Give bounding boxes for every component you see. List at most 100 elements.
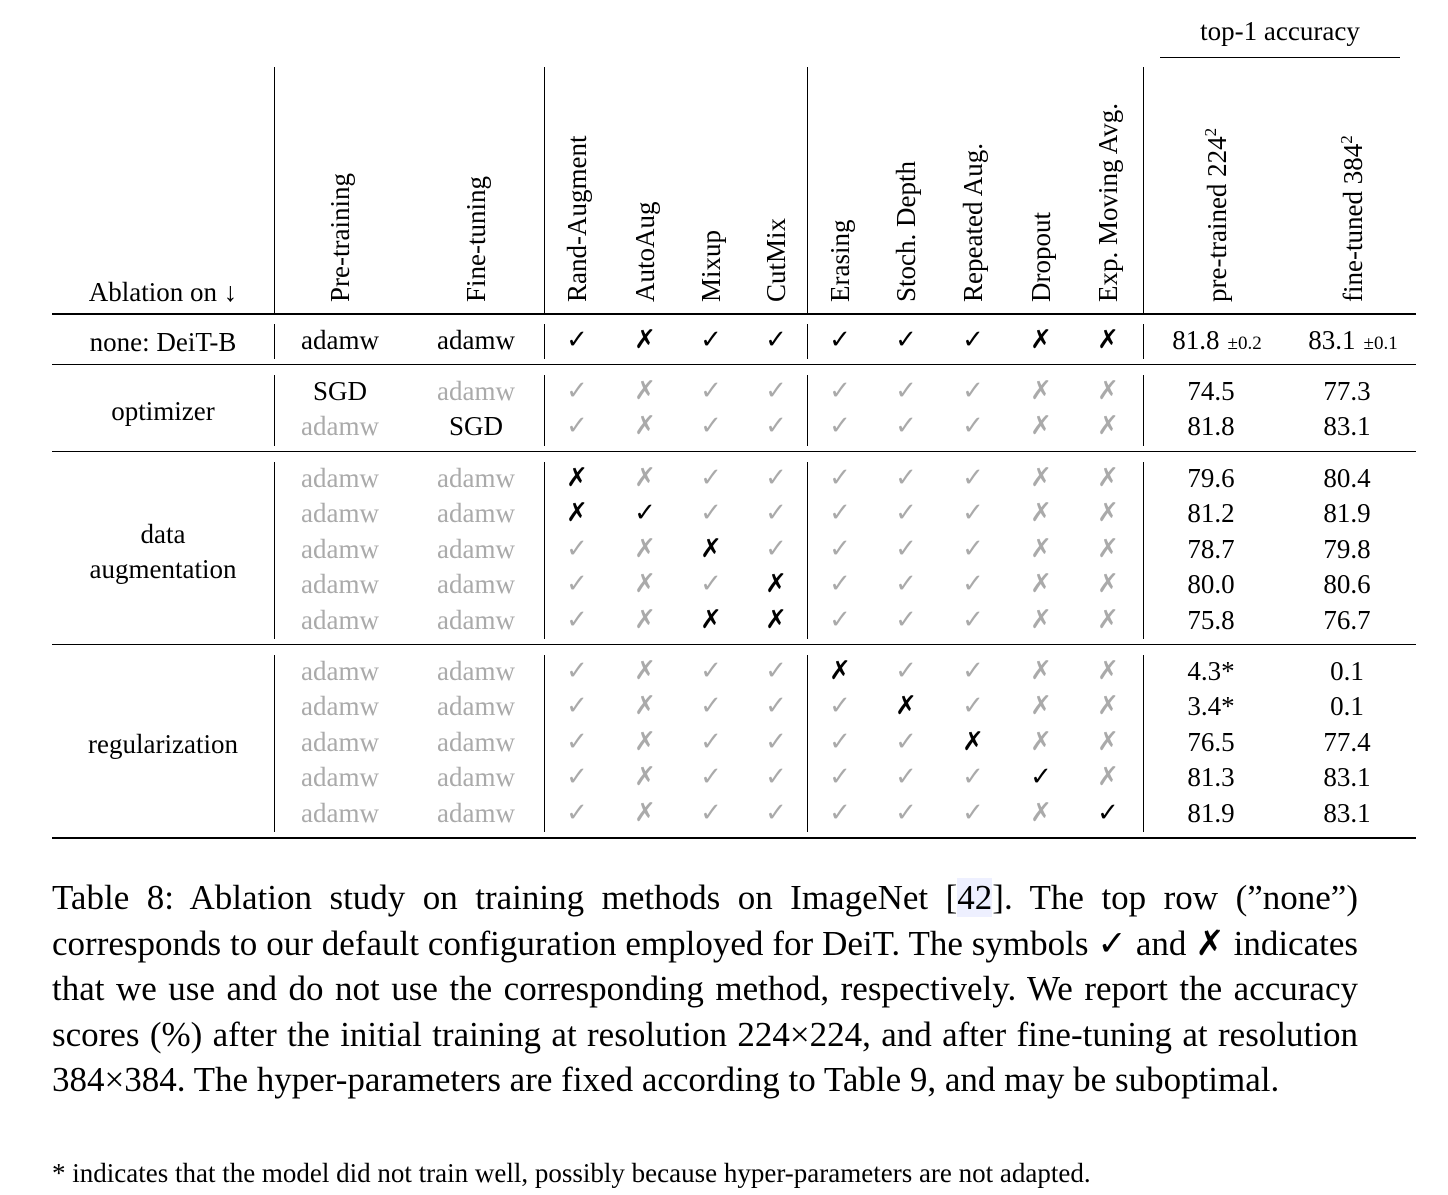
accuracy-value: 3.4*: [1187, 691, 1235, 722]
check-icon: ✓: [895, 411, 917, 442]
check-icon: ✓: [829, 762, 851, 793]
pretrained-accuracy: 75.8: [1141, 605, 1281, 635]
check-icon: ✓: [700, 726, 722, 757]
cross-icon: ✗: [634, 656, 656, 686]
check-icon: ✓: [829, 726, 851, 757]
optimizer-cell: adamw: [437, 762, 515, 793]
check-icon: ✓: [895, 498, 917, 529]
check-icon: ✓: [829, 376, 851, 406]
col-header-rand-augment: Rand-Augment: [562, 135, 592, 302]
cross-icon: ✗: [566, 463, 588, 493]
check-icon: ✓: [962, 411, 984, 442]
cross-icon: ✗: [1097, 463, 1119, 493]
accuracy-value: 79.8: [1323, 533, 1371, 564]
accuracy-value: 0.1: [1330, 656, 1364, 686]
group-0-divider-1: [544, 324, 545, 360]
col-header-pre-training: Pre-training: [325, 173, 355, 302]
check-icon: ✓: [566, 411, 588, 442]
col-header-finetuned-384: fine-tuned 3842: [1331, 135, 1369, 302]
check-icon: ✓: [700, 376, 722, 406]
bottom-rule: [52, 837, 1416, 839]
finetuned-accuracy: 77.3: [1277, 376, 1417, 406]
cross-icon: ✗: [1030, 325, 1052, 355]
accuracy-value: 81.9: [1187, 797, 1235, 828]
cross-icon: ✗: [1097, 656, 1119, 686]
finetuned-accuracy: 83.1: [1277, 798, 1417, 828]
pretrained-accuracy: 81.8: [1141, 411, 1281, 441]
cross-icon: ✗: [700, 533, 722, 564]
cross-icon: ✗: [1097, 498, 1119, 529]
group-1-divider-0: [274, 375, 275, 446]
pretrained-accuracy: 80.0: [1141, 569, 1281, 599]
check-icon: ✓: [765, 533, 787, 564]
cross-icon: ✗: [1030, 604, 1052, 635]
check-icon: ✓: [962, 498, 984, 529]
cross-icon: ✗: [1030, 691, 1052, 722]
col-header-exp-moving-avg: Exp. Moving Avg.: [1093, 102, 1123, 302]
check-icon: ✓: [962, 569, 984, 600]
check-icon: ✓: [700, 762, 722, 793]
accuracy-value: 78.7: [1187, 533, 1235, 564]
accuracy-value: 83.1: [1323, 797, 1371, 828]
pretrained-accuracy: 76.5: [1141, 727, 1281, 757]
optimizer-cell: adamw: [437, 533, 515, 564]
col-header-erasing: Erasing: [825, 219, 855, 302]
check-icon: ✓: [566, 376, 588, 406]
cross-icon: ✗: [1030, 656, 1052, 686]
accuracy-value: 81.8: [1187, 411, 1235, 442]
check-icon: ✓: [895, 726, 917, 757]
pretrained-accuracy: 81.9: [1141, 798, 1281, 828]
caption-part2: ]. The top row (”none”) corresponds to o…: [52, 878, 1358, 1099]
check-icon: ✓: [962, 463, 984, 493]
check-icon: ✓: [566, 691, 588, 722]
check-icon: ✓: [566, 762, 588, 793]
col-header-cutmix: CutMix: [761, 217, 791, 302]
col-header-mixup: Mixup: [696, 229, 726, 302]
check-icon: ✓: [962, 656, 984, 686]
optimizer-cell: adamw: [301, 533, 379, 564]
finetuned-accuracy: 81.9: [1277, 498, 1417, 528]
group-label: data augmentation: [52, 517, 274, 587]
check-icon: ✓: [566, 726, 588, 757]
accuracy-stddev: ±0.2: [1227, 333, 1262, 354]
check-icon: ✓: [962, 604, 984, 635]
caption-reference-link[interactable]: 42: [957, 878, 993, 917]
cross-icon: ✗: [566, 498, 588, 529]
check-icon: ✓: [829, 797, 851, 828]
check-icon: ✓: [1097, 797, 1119, 828]
col-header-text: pre-trained 224: [1202, 136, 1232, 302]
check-icon: ✓: [765, 656, 787, 686]
check-icon: ✓: [566, 656, 588, 686]
optimizer-cell: adamw: [437, 656, 515, 686]
rule-after-data-augmentation: [52, 644, 1416, 645]
cross-icon: ✗: [1030, 569, 1052, 600]
cross-icon: ✗: [1097, 726, 1119, 757]
check-icon: ✓: [765, 411, 787, 442]
accuracy-value: 79.6: [1187, 463, 1235, 493]
check-icon: ✓: [962, 691, 984, 722]
cross-icon: ✗: [1030, 463, 1052, 493]
cross-icon: ✗: [634, 569, 656, 600]
optimizer-cell: adamw: [301, 325, 379, 355]
header-divider-3: [1143, 67, 1144, 313]
group-2-divider-1: [544, 462, 545, 639]
check-icon: ✓: [700, 463, 722, 493]
check-icon: ✓: [765, 762, 787, 793]
check-icon: ✓: [895, 569, 917, 600]
check-icon: ✓: [962, 797, 984, 828]
optimizer-cell: adamw: [437, 691, 515, 722]
pretrained-accuracy: 81.2: [1141, 498, 1281, 528]
finetuned-accuracy: 80.6: [1277, 569, 1417, 599]
pretrained-accuracy: 74.5: [1141, 376, 1281, 406]
accuracy-value: 74.5: [1187, 376, 1235, 406]
optimizer-cell: adamw: [301, 463, 379, 493]
cross-icon: ✗: [634, 325, 656, 355]
group-0-divider-2: [807, 324, 808, 360]
finetuned-accuracy: 79.8: [1277, 534, 1417, 564]
optimizer-cell: adamw: [301, 411, 379, 442]
cross-icon: ✗: [634, 376, 656, 406]
optimizer-cell: adamw: [437, 498, 515, 529]
accuracy-value: 80.6: [1323, 569, 1371, 600]
finetuned-accuracy: 83.1 ±0.1: [1283, 325, 1423, 359]
table-footnote: * indicates that the model did not train…: [52, 1158, 1091, 1188]
